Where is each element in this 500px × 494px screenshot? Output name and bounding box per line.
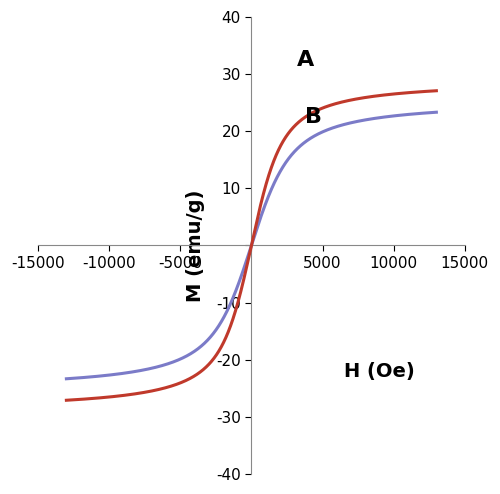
Text: H (Oe): H (Oe) <box>344 362 415 380</box>
Text: B: B <box>306 107 322 127</box>
Y-axis label: M (emu/g): M (emu/g) <box>186 189 205 302</box>
Text: A: A <box>297 49 314 70</box>
